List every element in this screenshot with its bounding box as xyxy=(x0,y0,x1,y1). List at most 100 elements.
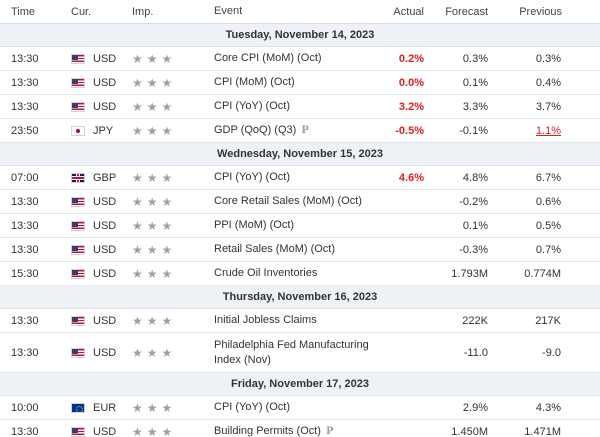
importance-stars: ★ ★ ★ xyxy=(132,53,176,65)
event-forecast: -11.0 xyxy=(463,346,488,359)
event-row[interactable]: 13:30 USD ★ ★ ★ Philadelphia Fed Manufacturin… xyxy=(0,333,600,373)
event-name[interactable]: Philadelphia Fed Manufacturing Index (No… xyxy=(214,338,384,368)
event-name-text[interactable]: CPI (YoY) (Oct) xyxy=(214,100,290,112)
event-name-text[interactable]: Philadelphia Fed Manufacturing Index (No… xyxy=(214,338,369,366)
event-row[interactable]: 13:30 USD ★ ★ ★ Retail Sales (MoM) (Oct) -0.3%… xyxy=(0,238,600,262)
event-name[interactable]: Building Permits (Oct) P xyxy=(214,424,384,437)
event-currency: USD xyxy=(71,220,116,232)
event-name-text[interactable]: GDP (QoQ) (Q3) xyxy=(214,124,297,136)
event-name-text[interactable]: Core CPI (MoM) (Oct) xyxy=(214,52,322,64)
event-name[interactable]: CPI (YoY) (Oct) xyxy=(214,400,384,415)
star-icon: ★ xyxy=(146,170,158,185)
event-name-text[interactable]: CPI (YoY) (Oct) xyxy=(214,171,290,183)
event-name[interactable]: Core CPI (MoM) (Oct) xyxy=(214,51,384,66)
importance-stars: ★ ★ ★ xyxy=(132,244,176,256)
star-icon: ★ xyxy=(146,266,158,281)
preliminary-p-icon: P xyxy=(301,125,309,136)
event-row[interactable]: 23:50 JPY ★ ★ ★ GDP (QoQ) (Q3) P -0.5% -0.1% 1.1% xyxy=(0,119,600,143)
event-name-text[interactable]: Retail Sales (MoM) (Oct) xyxy=(214,243,336,255)
importance-stars: ★ ★ ★ xyxy=(132,315,176,327)
event-name[interactable]: GDP (QoQ) (Q3) P xyxy=(214,123,384,138)
event-time: 07:00 xyxy=(11,171,39,184)
event-actual: -0.5% xyxy=(395,124,424,137)
importance-stars: ★ ★ ★ xyxy=(132,426,176,437)
event-forecast: 0.3% xyxy=(462,52,488,65)
event-currency: USD xyxy=(71,53,116,65)
star-icon: ★ xyxy=(161,194,173,209)
star-icon: ★ xyxy=(161,123,173,138)
event-name[interactable]: Crude Oil Inventories xyxy=(214,266,384,281)
event-name[interactable]: Initial Jobless Claims xyxy=(214,313,384,328)
importance-stars: ★ ★ ★ xyxy=(132,220,176,232)
star-icon: ★ xyxy=(146,194,158,209)
event-name[interactable]: CPI (YoY) (Oct) xyxy=(214,99,384,114)
star-icon: ★ xyxy=(161,242,173,257)
event-name[interactable]: CPI (YoY) (Oct) xyxy=(214,170,384,185)
day-header: Tuesday, November 14, 2023 xyxy=(0,24,600,47)
event-name[interactable]: CPI (MoM) (Oct) xyxy=(214,75,384,90)
star-icon: ★ xyxy=(161,345,173,360)
event-name-text[interactable]: CPI (YoY) (Oct) xyxy=(214,401,290,413)
event-name-text[interactable]: Initial Jobless Claims xyxy=(214,314,317,326)
gbp-flag-icon xyxy=(71,172,85,183)
usd-flag-icon xyxy=(71,244,85,255)
event-time: 13:30 xyxy=(11,219,39,232)
event-row[interactable]: 13:30 USD ★ ★ ★ CPI (YoY) (Oct) 3.2% 3.3% 3.7% xyxy=(0,95,600,119)
star-icon: ★ xyxy=(146,99,158,114)
event-time: 13:30 xyxy=(11,100,39,113)
event-time: 13:30 xyxy=(11,314,39,327)
event-row[interactable]: 13:30 USD ★ ★ ★ Building Permits (Oct) P 1.450M… xyxy=(0,420,600,437)
currency-code: USD xyxy=(93,267,117,280)
header-actual[interactable]: Actual xyxy=(393,5,424,18)
event-row[interactable]: 13:30 USD ★ ★ ★ Core Retail Sales (MoM) (Oct)… xyxy=(0,190,600,214)
event-currency: USD xyxy=(71,315,116,327)
header-previous[interactable]: Previous xyxy=(519,5,562,18)
event-forecast: -0.2% xyxy=(459,195,488,208)
star-icon: ★ xyxy=(132,194,143,209)
star-icon: ★ xyxy=(146,424,158,437)
currency-code: USD xyxy=(93,52,117,65)
currency-code: USD xyxy=(93,346,117,359)
event-currency: USD xyxy=(71,77,116,89)
event-name[interactable]: Retail Sales (MoM) (Oct) xyxy=(214,242,384,257)
header-forecast[interactable]: Forecast xyxy=(445,5,488,18)
event-name-text[interactable]: CPI (MoM) (Oct) xyxy=(214,76,295,88)
usd-flag-icon xyxy=(71,315,85,326)
event-name-text[interactable]: Core Retail Sales (MoM) (Oct) xyxy=(214,195,362,207)
header-time[interactable]: Time xyxy=(11,5,36,18)
event-previous: 1.1% xyxy=(535,124,561,137)
event-name[interactable]: PPI (MoM) (Oct) xyxy=(214,218,384,233)
event-name-text[interactable]: Crude Oil Inventories xyxy=(214,267,318,279)
event-row[interactable]: 10:00 EUR ★ ★ ★ CPI (YoY) (Oct) 2.9% 4.3% xyxy=(0,396,600,420)
star-icon: ★ xyxy=(132,345,143,360)
event-previous: 3.7% xyxy=(535,100,561,113)
event-name-text[interactable]: PPI (MoM) (Oct) xyxy=(214,219,295,231)
event-row[interactable]: 13:30 USD ★ ★ ★ Initial Jobless Claims 222K 217… xyxy=(0,309,600,333)
header-importance[interactable]: Imp. xyxy=(132,5,154,18)
event-name-text[interactable]: Building Permits (Oct) xyxy=(214,425,321,437)
event-row[interactable]: 13:30 USD ★ ★ ★ PPI (MoM) (Oct) 0.1% 0.5% xyxy=(0,214,600,238)
star-icon: ★ xyxy=(132,313,143,328)
star-icon: ★ xyxy=(132,218,143,233)
event-previous: 6.7% xyxy=(535,171,561,184)
event-row[interactable]: 13:30 USD ★ ★ ★ Core CPI (MoM) (Oct) 0.2% 0.3% 0… xyxy=(0,47,600,71)
event-currency: USD xyxy=(71,196,116,208)
event-forecast: 2.9% xyxy=(462,401,488,414)
event-row[interactable]: 13:30 USD ★ ★ ★ CPI (MoM) (Oct) 0.0% 0.1% 0.4% xyxy=(0,71,600,95)
header-event[interactable]: Event xyxy=(214,5,243,17)
star-icon: ★ xyxy=(161,51,173,66)
event-name[interactable]: Core Retail Sales (MoM) (Oct) xyxy=(214,194,384,209)
header-currency[interactable]: Cur. xyxy=(71,5,92,18)
usd-flag-icon xyxy=(71,426,85,437)
star-icon: ★ xyxy=(161,424,173,437)
event-previous: 0.4% xyxy=(535,76,561,89)
currency-code: USD xyxy=(93,100,117,113)
star-icon: ★ xyxy=(132,170,143,185)
event-row[interactable]: 15:30 USD ★ ★ ★ Crude Oil Inventories 1.793M 0.… xyxy=(0,262,600,286)
star-icon: ★ xyxy=(132,400,143,415)
event-row[interactable]: 07:00 GBP ★ ★ ★ CPI (YoY) (Oct) 4.6% 4.8% 6.7% xyxy=(0,166,600,190)
currency-code: USD xyxy=(93,76,117,89)
event-time: 13:30 xyxy=(11,195,39,208)
table-header: Time Cur. Imp. Event Actual Forecast Pre… xyxy=(0,0,600,24)
star-icon: ★ xyxy=(161,266,173,281)
